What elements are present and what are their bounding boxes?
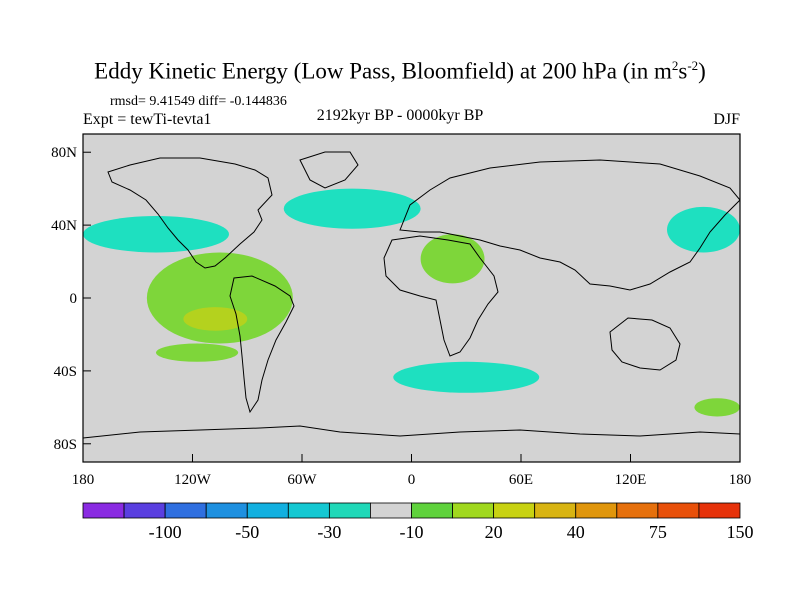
antarctica-coast (83, 425, 740, 439)
region-north-atlantic-cyan (283, 188, 421, 229)
x-tick-label: 120E (615, 472, 647, 488)
colorbar-label: 20 (485, 522, 503, 542)
x-tick-label: 120W (174, 472, 212, 488)
region-south-west-pacific-positive (694, 398, 740, 417)
x-tick-label: 60W (287, 472, 317, 488)
region-north-africa-positive (420, 234, 485, 284)
region-north-west-pacific-cyan (667, 206, 740, 253)
coastlines (83, 151, 740, 439)
colorbar-label: -10 (400, 522, 424, 542)
colorbar-box (452, 502, 495, 519)
colorbar-box (123, 502, 166, 519)
region-east-pacific-positive (146, 252, 293, 344)
period-label: 2192kyr BP - 0000kyr BP (316, 107, 484, 124)
region-south-pacific-positive (156, 343, 239, 362)
x-axis: 180 120W 60W 0 60E 120E 180 (72, 454, 752, 488)
colorbar-box (534, 502, 577, 519)
south-america-coast (229, 275, 295, 414)
colorbar-box (164, 502, 207, 519)
y-tick-label: 40N (51, 218, 77, 234)
colorbar-box (616, 502, 659, 519)
colorbar-label: 75 (649, 522, 667, 542)
colorbar-label: -50 (235, 522, 259, 542)
colorbar-label: 150 (727, 522, 754, 542)
x-tick-label: 180 (729, 472, 752, 488)
colorbar-box (205, 502, 248, 519)
x-tick-label: 60E (509, 472, 533, 488)
colorbar-box (82, 502, 125, 519)
y-tick-label: 0 (70, 291, 78, 307)
colorbar: -100 -50 -30 -10 20 40 75 150 (82, 502, 754, 542)
colorbar-box (657, 502, 700, 519)
y-tick-label: 80S (54, 437, 77, 453)
colorbar-box (698, 502, 741, 519)
anomaly-regions (83, 188, 740, 417)
colorbar-label: 40 (567, 522, 585, 542)
y-tick-label: 40S (54, 364, 77, 380)
greenland-coast (299, 151, 359, 189)
colorbar-box (287, 502, 330, 519)
colorbar-label: -100 (149, 522, 182, 542)
x-tick-label: 180 (72, 472, 95, 488)
season-label: DJF (713, 111, 740, 128)
x-tick-label: 0 (408, 472, 416, 488)
region-north-pacific-cyan (83, 216, 229, 253)
colorbar-box (246, 502, 289, 519)
colorbar-label: -30 (317, 522, 341, 542)
africa-coast (383, 235, 499, 357)
region-east-pacific-core (183, 307, 248, 331)
eurasia-coast (399, 159, 740, 291)
colorbar-box (411, 502, 453, 519)
colorbar-box (328, 502, 371, 519)
stats-text: rmsd= 9.41549 diff= -0.144836 (110, 94, 287, 109)
north-america-coast (107, 157, 273, 269)
y-axis: 80N 40N 0 40S 80S (51, 145, 91, 453)
region-south-indian-cyan (393, 361, 540, 393)
colorbar-box (493, 502, 536, 519)
y-tick-label: 80N (51, 145, 77, 161)
chart-title: Eddy Kinetic Energy (Low Pass, Bloomfiel… (94, 58, 706, 84)
experiment-label: Expt = tewTi-tevta1 (83, 111, 212, 128)
colorbar-box (370, 502, 412, 519)
colorbar-box (575, 502, 618, 519)
australia-coast (609, 317, 681, 371)
